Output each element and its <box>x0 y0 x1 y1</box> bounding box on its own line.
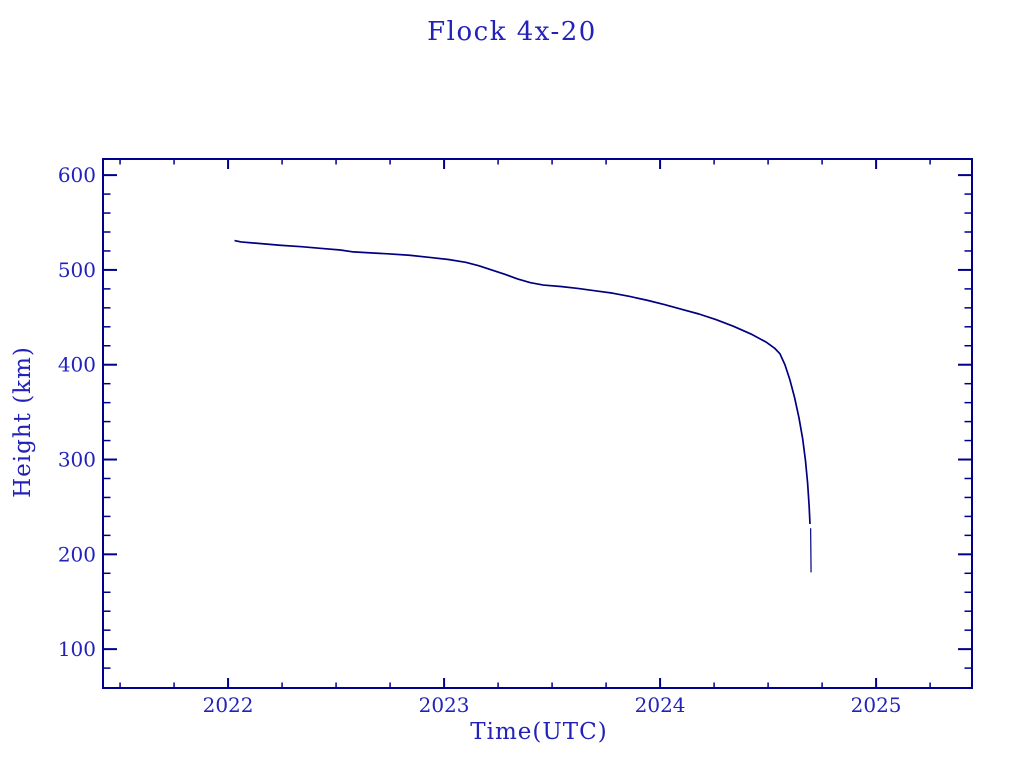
height-series-line <box>234 239 812 573</box>
y-tick-label: 100 <box>58 637 96 661</box>
y-tick-label: 500 <box>58 258 96 282</box>
series-orbit-height <box>234 239 811 525</box>
y-tick-label: 300 <box>58 448 96 472</box>
x-axis-title: Time(UTC) <box>470 719 607 745</box>
x-tick-label: 2022 <box>203 693 254 717</box>
y-tick-label: 200 <box>58 542 96 566</box>
y-tick-label: 400 <box>58 353 96 377</box>
y-axis-title: Height (km) <box>10 346 36 498</box>
plot-frame <box>102 158 973 689</box>
y-tick-label: 600 <box>58 163 96 187</box>
x-tick-label: 2025 <box>851 693 902 717</box>
x-tick-label: 2024 <box>635 693 686 717</box>
chart-title: Flock 4x-20 <box>427 17 597 47</box>
x-tick-label: 2023 <box>419 693 470 717</box>
axes-and-ticks: 2022 2023 2024 2025 100 200 300 400 500 600 <box>58 158 973 717</box>
